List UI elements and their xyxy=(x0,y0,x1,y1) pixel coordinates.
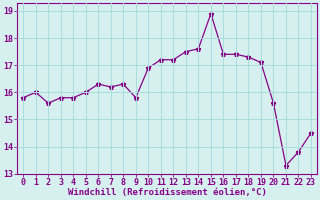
X-axis label: Windchill (Refroidissement éolien,°C): Windchill (Refroidissement éolien,°C) xyxy=(68,188,267,197)
